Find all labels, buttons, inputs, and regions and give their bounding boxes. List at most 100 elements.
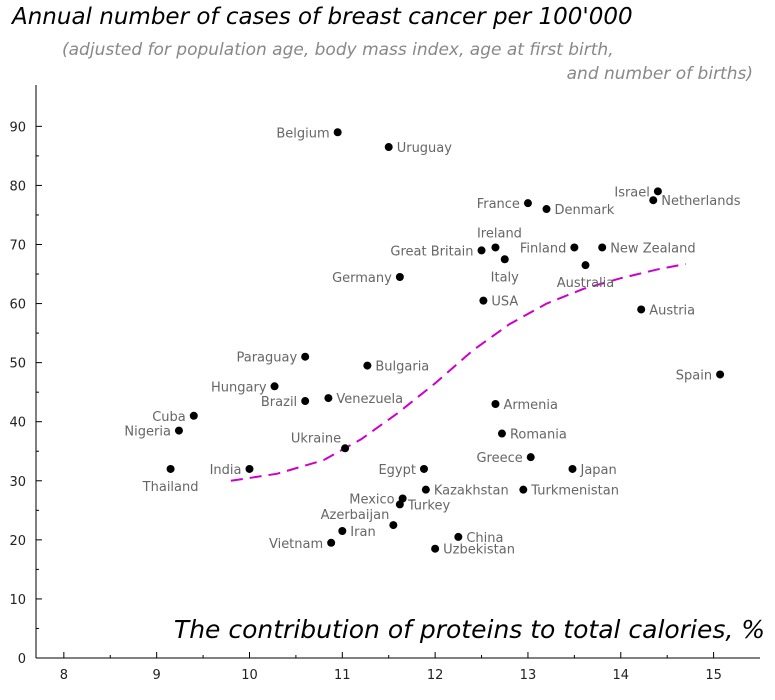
data-point — [454, 532, 463, 541]
data-point — [327, 538, 336, 547]
data-point — [270, 382, 279, 391]
point-label: Uruguay — [397, 141, 453, 156]
point-label: Bulgaria — [375, 360, 429, 375]
point-label: New Zealand — [610, 241, 695, 256]
data-points: Belgium Uruguay Israel Netherlands France Den… — [124, 126, 740, 557]
y-tick-label: 0 — [18, 652, 26, 667]
y-tick-label: 50 — [9, 357, 26, 372]
data-point — [477, 246, 486, 255]
point-label: Turkmenistan — [530, 484, 619, 499]
point-label: Ukraine — [291, 431, 341, 446]
data-point — [491, 399, 500, 408]
chart-title: Annual number of cases of breast cancer … — [12, 4, 633, 30]
y-tick-label: 60 — [9, 298, 26, 313]
data-point — [519, 485, 528, 494]
y-tick-label: 10 — [9, 593, 26, 608]
y-tick-label: 80 — [9, 179, 26, 194]
point-label: Japan — [580, 463, 617, 478]
data-point — [526, 453, 535, 462]
point-label: Finland — [520, 241, 566, 256]
data-point — [301, 352, 310, 361]
x-tick-label: 13 — [520, 668, 537, 683]
point-label: Australia — [557, 276, 615, 291]
data-point — [497, 429, 506, 438]
x-tick-label: 14 — [612, 668, 629, 683]
data-point — [189, 411, 198, 420]
data-point — [245, 464, 254, 473]
data-point — [363, 361, 372, 370]
point-label: Netherlands — [661, 194, 740, 209]
data-point — [395, 272, 404, 281]
data-point — [568, 464, 577, 473]
data-point — [431, 544, 440, 553]
data-point — [570, 243, 579, 252]
data-point — [421, 485, 430, 494]
data-point — [301, 397, 310, 406]
point-label: Venezuela — [336, 392, 403, 407]
point-label: Armenia — [503, 398, 558, 413]
data-point — [491, 243, 500, 252]
data-point — [500, 255, 509, 264]
point-label: Denmark — [555, 203, 615, 218]
data-point — [637, 305, 646, 314]
data-point — [581, 261, 590, 270]
data-point — [333, 128, 342, 137]
point-label: Great Britain — [390, 244, 473, 259]
x-tick-label: 8 — [60, 668, 68, 683]
point-label: Spain — [676, 368, 712, 383]
y-tick-label: 40 — [9, 416, 26, 431]
data-point — [542, 205, 551, 214]
y-tick-label: 30 — [9, 475, 26, 490]
point-label: China — [466, 531, 503, 546]
point-label: Mexico — [349, 493, 394, 508]
data-point — [653, 187, 662, 196]
point-label: Vietnam — [269, 537, 323, 552]
chart-axes: 0 10 20 30 40 50 60 70 80 90 8 9 10 11 12 13 14 15 — [9, 85, 760, 683]
data-point — [419, 464, 428, 473]
point-label: Egypt — [378, 463, 416, 478]
point-label: Turkey — [407, 498, 451, 513]
x-tick-label: 9 — [153, 668, 161, 683]
trend-line — [230, 263, 686, 482]
data-point — [389, 521, 398, 530]
data-point — [523, 199, 532, 208]
chart-subtitle-line2: and number of births) — [566, 64, 753, 84]
point-label: France — [477, 197, 520, 212]
chart-subtitle-line1: (adjusted for population age, body mass … — [62, 40, 614, 60]
data-point — [395, 500, 404, 509]
point-label: Greece — [476, 451, 522, 466]
point-label: Israel — [614, 185, 650, 200]
trend-line-group — [230, 263, 686, 482]
point-label: Cuba — [152, 410, 186, 425]
point-label: Iran — [350, 525, 375, 540]
y-tick-label: 70 — [9, 238, 26, 253]
point-label: Azerbaijan — [321, 508, 390, 523]
point-label: Ireland — [477, 226, 522, 241]
x-tick-label: 10 — [241, 668, 258, 683]
data-point — [324, 394, 333, 403]
data-point — [384, 143, 393, 152]
x-tick-label: 11 — [334, 668, 351, 683]
point-label: Germany — [332, 271, 392, 286]
point-label: India — [210, 463, 242, 478]
point-label: Uzbekistan — [443, 543, 515, 558]
point-label: Belgium — [276, 126, 329, 141]
point-label: Romania — [510, 428, 567, 443]
data-point — [341, 444, 350, 453]
x-axis-label: The contribution of proteins to total ca… — [173, 615, 765, 644]
data-point — [716, 370, 725, 379]
x-tick-label: 12 — [427, 668, 444, 683]
x-tick-label: 15 — [705, 668, 722, 683]
y-tick-label: 20 — [9, 534, 26, 549]
point-label: Paraguay — [236, 351, 297, 366]
data-point — [174, 426, 183, 435]
point-label: Thailand — [142, 480, 199, 495]
point-label: Nigeria — [124, 425, 171, 440]
point-label: Austria — [649, 303, 695, 318]
point-label: Kazakhstan — [434, 484, 509, 499]
data-point — [479, 296, 488, 305]
data-point — [166, 464, 175, 473]
data-point — [649, 196, 658, 205]
data-point — [598, 243, 607, 252]
